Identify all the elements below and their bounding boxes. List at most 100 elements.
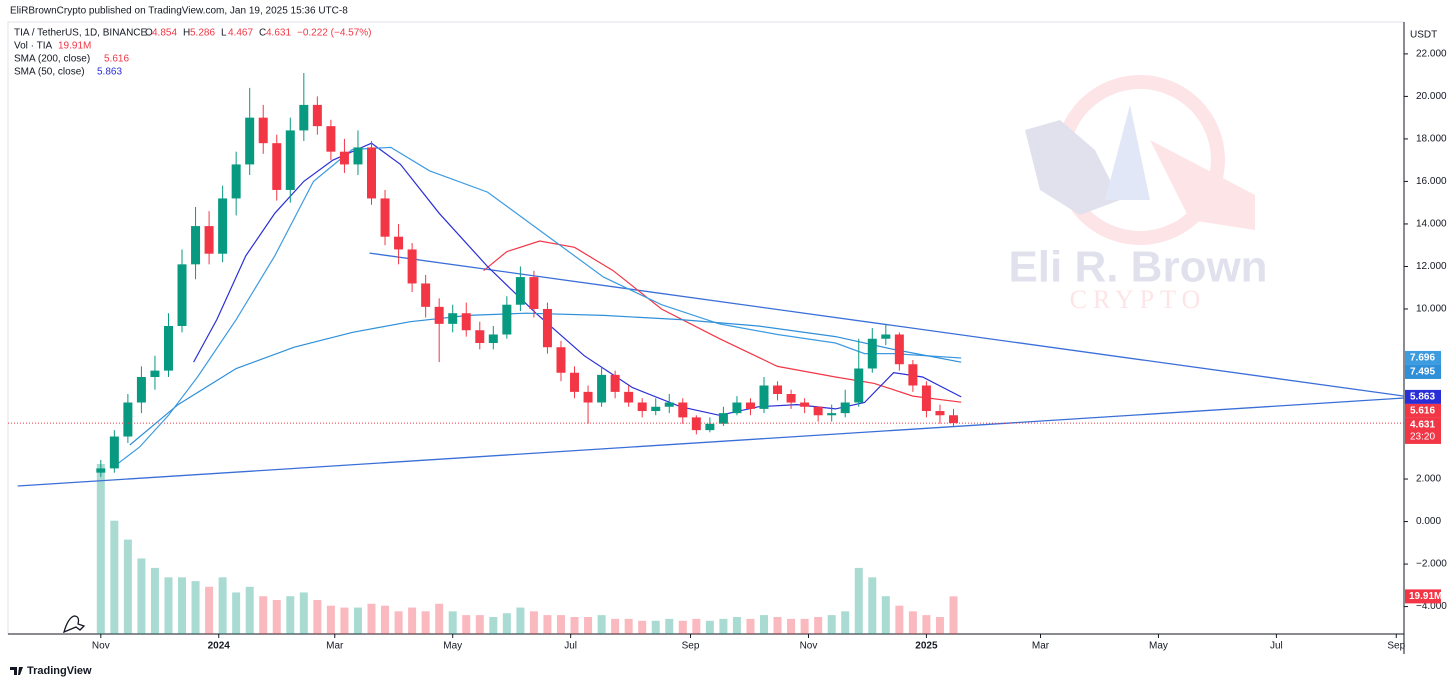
- volume-bar: [556, 615, 565, 634]
- price-tag-label: 7.696: [1410, 353, 1435, 364]
- price-tag: [1405, 364, 1441, 379]
- candle-body: [448, 313, 458, 324]
- volume-bar: [868, 577, 877, 634]
- volume-bar: [705, 620, 714, 634]
- candle-body: [407, 249, 417, 284]
- volume-legend-value: 19.91M: [58, 41, 91, 52]
- y-tick-label: −4.000: [1416, 601, 1447, 612]
- candle-body: [272, 143, 282, 190]
- volume-bar: [137, 558, 146, 634]
- volume-bar: [164, 577, 173, 634]
- candle-body: [786, 394, 796, 403]
- candle-body: [948, 415, 958, 424]
- watermark-arrow: [1105, 105, 1150, 200]
- symbol: TIA / TetherUS, 1D, BINANCE: [14, 28, 148, 39]
- candle-body: [285, 130, 295, 190]
- volume-bar: [678, 620, 687, 634]
- volume-bar: [205, 586, 214, 634]
- x-tick-label: Nov: [92, 641, 110, 652]
- y-unit: USDT: [1410, 30, 1437, 41]
- candle-body: [163, 325, 173, 371]
- candle-body: [908, 364, 918, 386]
- watermark-subtitle: CRYPTO: [1070, 285, 1207, 314]
- volume-bar: [326, 605, 335, 634]
- x-tick-label: May: [443, 641, 462, 652]
- y-tick-label: 20.000: [1416, 91, 1447, 102]
- volume-bar: [651, 620, 660, 634]
- volume-tag-label: 19.91M: [1409, 591, 1442, 602]
- ohlc-key: L: [221, 28, 227, 39]
- volume-bar: [286, 596, 295, 634]
- volume-bar: [895, 605, 904, 634]
- plot-frame: [7, 21, 1405, 635]
- x-tick-label: Mar: [326, 641, 344, 652]
- candle-body: [515, 277, 525, 305]
- volume-bar: [624, 618, 633, 634]
- price-tag-label: 4.631: [1410, 420, 1435, 431]
- candle-body: [705, 423, 715, 431]
- y-tick-label: 12.000: [1416, 261, 1447, 272]
- volume-bar: [908, 611, 917, 634]
- volume-bar: [178, 577, 187, 634]
- sma50-legend-value: 5.863: [97, 67, 122, 78]
- volume-bar: [719, 618, 728, 634]
- candle-body: [827, 413, 837, 416]
- candle-body: [840, 402, 850, 414]
- footer-brand: TradingView: [27, 665, 92, 677]
- volume-bar: [489, 617, 498, 634]
- y-tick-label: 14.000: [1416, 219, 1447, 230]
- volume-bar: [529, 611, 538, 634]
- volume-bar: [881, 596, 890, 634]
- volume-bar: [394, 611, 403, 634]
- candle-body: [299, 104, 309, 131]
- volume-tag: [1405, 589, 1441, 604]
- x-tick-label: Sep: [682, 641, 700, 652]
- candle-body: [583, 391, 593, 403]
- price-tag-label: 5.863: [1410, 392, 1435, 403]
- legend: TIA / TetherUS, 1D, BINANCE Vol · TIA 19…: [14, 28, 148, 78]
- price-tag: [1405, 403, 1441, 418]
- watermark: Eli R. Brown CRYPTO: [1008, 75, 1268, 314]
- volume-bar: [475, 615, 484, 634]
- y-tick-label: 22.000: [1416, 49, 1447, 60]
- volume-bar: [110, 520, 119, 634]
- x-tick-label: Jul: [564, 641, 577, 652]
- watermark-bull: [1025, 120, 1120, 215]
- candle-body: [434, 306, 444, 324]
- candle-body: [421, 283, 431, 307]
- candle-body: [488, 334, 498, 343]
- volume-bar: [353, 607, 362, 634]
- watermark-ring: [1055, 75, 1225, 245]
- published-line: EliRBrownCrypto published on TradingView…: [10, 6, 348, 17]
- x-tick-label: Nov: [800, 641, 818, 652]
- ohlc-value: 4.854: [152, 28, 177, 39]
- volume-bar: [854, 567, 863, 634]
- y-tick-label: 16.000: [1416, 176, 1447, 187]
- volume-bar: [570, 617, 579, 634]
- candle-body: [813, 406, 823, 416]
- candle-body: [312, 104, 322, 127]
- price-tag-label: 7.495: [1410, 367, 1435, 378]
- ohlc-value: 4.631: [266, 28, 291, 39]
- volume-bar: [732, 617, 741, 634]
- candle-body: [177, 264, 187, 326]
- candle-body: [394, 236, 404, 250]
- volume-bar: [611, 618, 620, 634]
- price-tag: [1405, 417, 1441, 444]
- price-tag-label: 5.616: [1410, 406, 1435, 417]
- sma50-legend: SMA (50, close): [14, 67, 85, 78]
- candle-body: [854, 368, 864, 403]
- candle-body: [624, 391, 634, 403]
- volume-bar: [259, 596, 268, 634]
- x-tick-label: May: [1149, 641, 1168, 652]
- x-tick-label: Sep: [1387, 641, 1405, 652]
- candle-body: [204, 226, 214, 254]
- volume-bar: [367, 603, 376, 634]
- volume-bar: [191, 581, 200, 634]
- tv-logo-dino: [63, 615, 86, 634]
- trend-line: [369, 252, 1405, 397]
- x-tick-label: 2025: [915, 641, 938, 652]
- volume-bar: [448, 611, 457, 634]
